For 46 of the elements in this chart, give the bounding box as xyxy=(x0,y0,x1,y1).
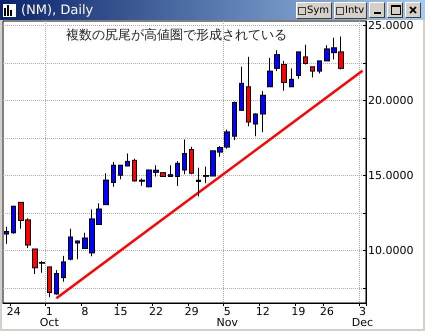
x-tick-label: 3 Dec xyxy=(352,305,374,329)
interval-button: Intv xyxy=(334,2,368,19)
x-tick-label: 29 xyxy=(184,305,199,318)
x-tick-label: 24 xyxy=(6,305,21,318)
candlestick xyxy=(75,240,80,260)
candlestick xyxy=(175,160,180,186)
candlestick xyxy=(11,205,16,234)
candlestick xyxy=(246,56,251,127)
candlestick xyxy=(289,68,294,88)
candlestick xyxy=(189,146,194,175)
candlestick xyxy=(111,162,116,188)
x-tick-label: 26 xyxy=(320,305,334,318)
candlestick xyxy=(68,228,73,261)
candlestick xyxy=(61,255,66,282)
y-tick-label: 20.0000 xyxy=(368,94,414,107)
candlestick xyxy=(253,112,258,137)
candlestick xyxy=(310,66,315,78)
x-tick-label: 22 xyxy=(149,305,164,318)
x-tick-label: 15 xyxy=(113,305,128,318)
candlestick xyxy=(182,139,187,175)
candlestick xyxy=(232,101,237,141)
x-tick-label: 8 xyxy=(81,305,88,318)
candlestick xyxy=(47,266,52,298)
candlestick xyxy=(296,51,301,80)
x-tick-label: 12 xyxy=(256,305,270,318)
annotation: 複数の尻尾が高値圏で形成されている xyxy=(66,27,287,42)
x-tick-label: 19 xyxy=(291,305,306,318)
candlestick xyxy=(239,66,244,111)
candlestick xyxy=(196,167,201,197)
x-tick-label: 5 Nov xyxy=(216,305,238,329)
candlestick xyxy=(260,90,266,133)
candlestick xyxy=(317,60,322,74)
candlestick xyxy=(303,44,308,65)
y-tick-label: 15.0000 xyxy=(368,169,414,182)
candlestick xyxy=(132,158,137,182)
candlestick xyxy=(125,152,130,167)
y-tick-label: 10.0000 xyxy=(368,244,414,257)
candlestick xyxy=(267,57,273,88)
candlestick xyxy=(168,164,173,178)
candlestick xyxy=(103,172,109,206)
y-tick-label: 25.0000 xyxy=(368,19,414,32)
candlestick xyxy=(54,270,59,296)
candlestick xyxy=(118,164,123,180)
chart-title: (NM), Daily xyxy=(21,2,94,18)
x-tick-label: 1 Oct xyxy=(40,305,60,329)
sym-button: Sym xyxy=(296,2,332,19)
